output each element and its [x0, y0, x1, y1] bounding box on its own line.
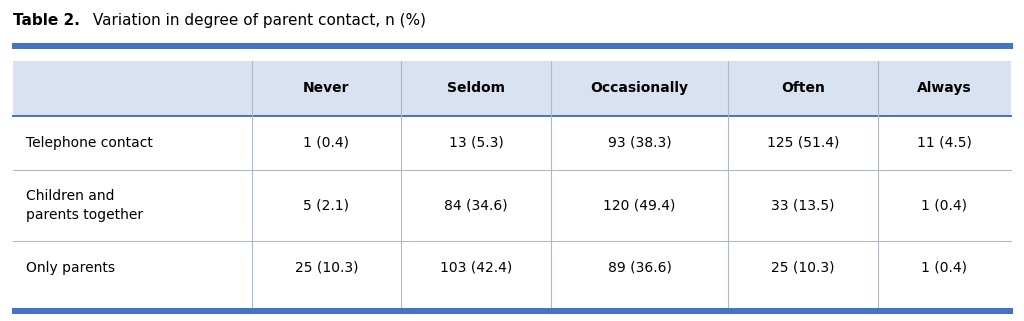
- Text: 125 (51.4): 125 (51.4): [767, 136, 839, 150]
- Text: Only parents: Only parents: [26, 261, 115, 275]
- Text: 25 (10.3): 25 (10.3): [295, 261, 358, 275]
- Text: 33 (13.5): 33 (13.5): [771, 198, 835, 212]
- Text: 1 (0.4): 1 (0.4): [303, 136, 349, 150]
- Text: 120 (49.4): 120 (49.4): [603, 198, 676, 212]
- Text: Variation in degree of parent contact, n (%): Variation in degree of parent contact, n…: [88, 13, 426, 28]
- Text: Never: Never: [303, 82, 349, 95]
- Text: Table 2.: Table 2.: [13, 13, 80, 28]
- Text: Telephone contact: Telephone contact: [26, 136, 153, 150]
- Text: 11 (4.5): 11 (4.5): [916, 136, 972, 150]
- Text: Always: Always: [916, 82, 972, 95]
- Text: 103 (42.4): 103 (42.4): [440, 261, 512, 275]
- Text: 13 (5.3): 13 (5.3): [449, 136, 504, 150]
- Text: 25 (10.3): 25 (10.3): [771, 261, 835, 275]
- Text: 89 (36.6): 89 (36.6): [607, 261, 672, 275]
- Text: 1 (0.4): 1 (0.4): [922, 198, 968, 212]
- Text: Occasionally: Occasionally: [591, 82, 688, 95]
- Text: Often: Often: [781, 82, 825, 95]
- Text: 84 (34.6): 84 (34.6): [444, 198, 508, 212]
- Text: 93 (38.3): 93 (38.3): [607, 136, 672, 150]
- Text: Children and
parents together: Children and parents together: [26, 189, 142, 221]
- Text: Seldom: Seldom: [447, 82, 505, 95]
- Bar: [13, 61, 1011, 116]
- Text: 5 (2.1): 5 (2.1): [303, 198, 349, 212]
- Text: 1 (0.4): 1 (0.4): [922, 261, 968, 275]
